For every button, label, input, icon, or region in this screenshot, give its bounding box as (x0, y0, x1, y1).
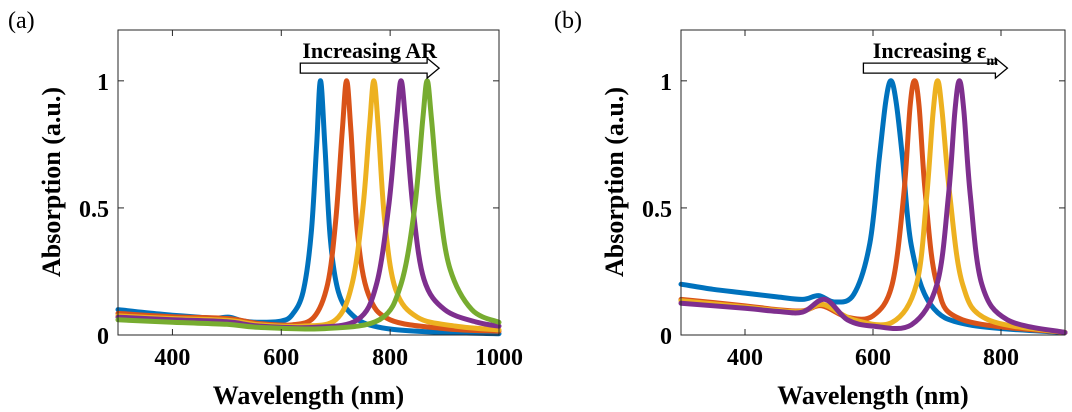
panel-label-b: (b) (554, 8, 582, 34)
x-axis-label-b: Wavelength (nm) (777, 381, 968, 410)
x-tick-label: 600 (263, 345, 299, 371)
y-tick-label: 0.5 (642, 197, 672, 223)
y-axis-label-b: Absorption (a.u.) (600, 87, 629, 277)
y-tick-label: 1 (660, 70, 672, 96)
chart-panel-b: (b) 400 600 800 0 0.5 1 Increasing εm Wavelen… (554, 8, 1068, 410)
series-line-a-5 (115, 78, 502, 332)
annotation-text-b: Increasing εm (873, 38, 999, 69)
annotation-b: Increasing εm (862, 38, 1009, 80)
curves-b (678, 78, 1068, 335)
y-axis-label-a: Absorption (a.u.) (37, 87, 66, 277)
annotation-text-a: Increasing AR (302, 38, 438, 63)
plot-frame-b (680, 29, 1066, 336)
x-tick-label: 400 (727, 345, 763, 371)
y-tick-label: 0.5 (79, 197, 109, 223)
y-tick-label: 1 (97, 70, 109, 96)
x-axis-label-a: Wavelength (nm) (213, 381, 404, 410)
series-line-b-4 (678, 78, 1068, 335)
curves-a (115, 78, 502, 337)
y-tick-label: 0 (97, 324, 109, 350)
x-tick-label: 600 (855, 345, 891, 371)
x-tick-label: 800 (983, 345, 1019, 371)
series-line-a-4 (115, 78, 502, 331)
x-tick-label: 800 (372, 345, 408, 371)
annotation-a: Increasing AR (299, 38, 441, 80)
panel-label-a: (a) (8, 8, 35, 34)
plot-frame-a (117, 29, 500, 336)
chart-panel-a: (a) 400 600 800 1000 0 0.5 1 Increasing AR Wav… (8, 8, 523, 410)
axis-ticks-a: 400 600 800 1000 0 0.5 1 (79, 30, 523, 371)
x-tick-label: 400 (154, 345, 190, 371)
increasing-arrow-a (299, 56, 441, 80)
axis-ticks-b: 400 600 800 0 0.5 1 (642, 30, 1065, 371)
y-tick-label: 0 (660, 324, 672, 350)
series-line-b-1 (678, 78, 1068, 335)
x-tick-label: 1000 (475, 345, 523, 371)
increasing-arrow-b (862, 56, 1009, 80)
